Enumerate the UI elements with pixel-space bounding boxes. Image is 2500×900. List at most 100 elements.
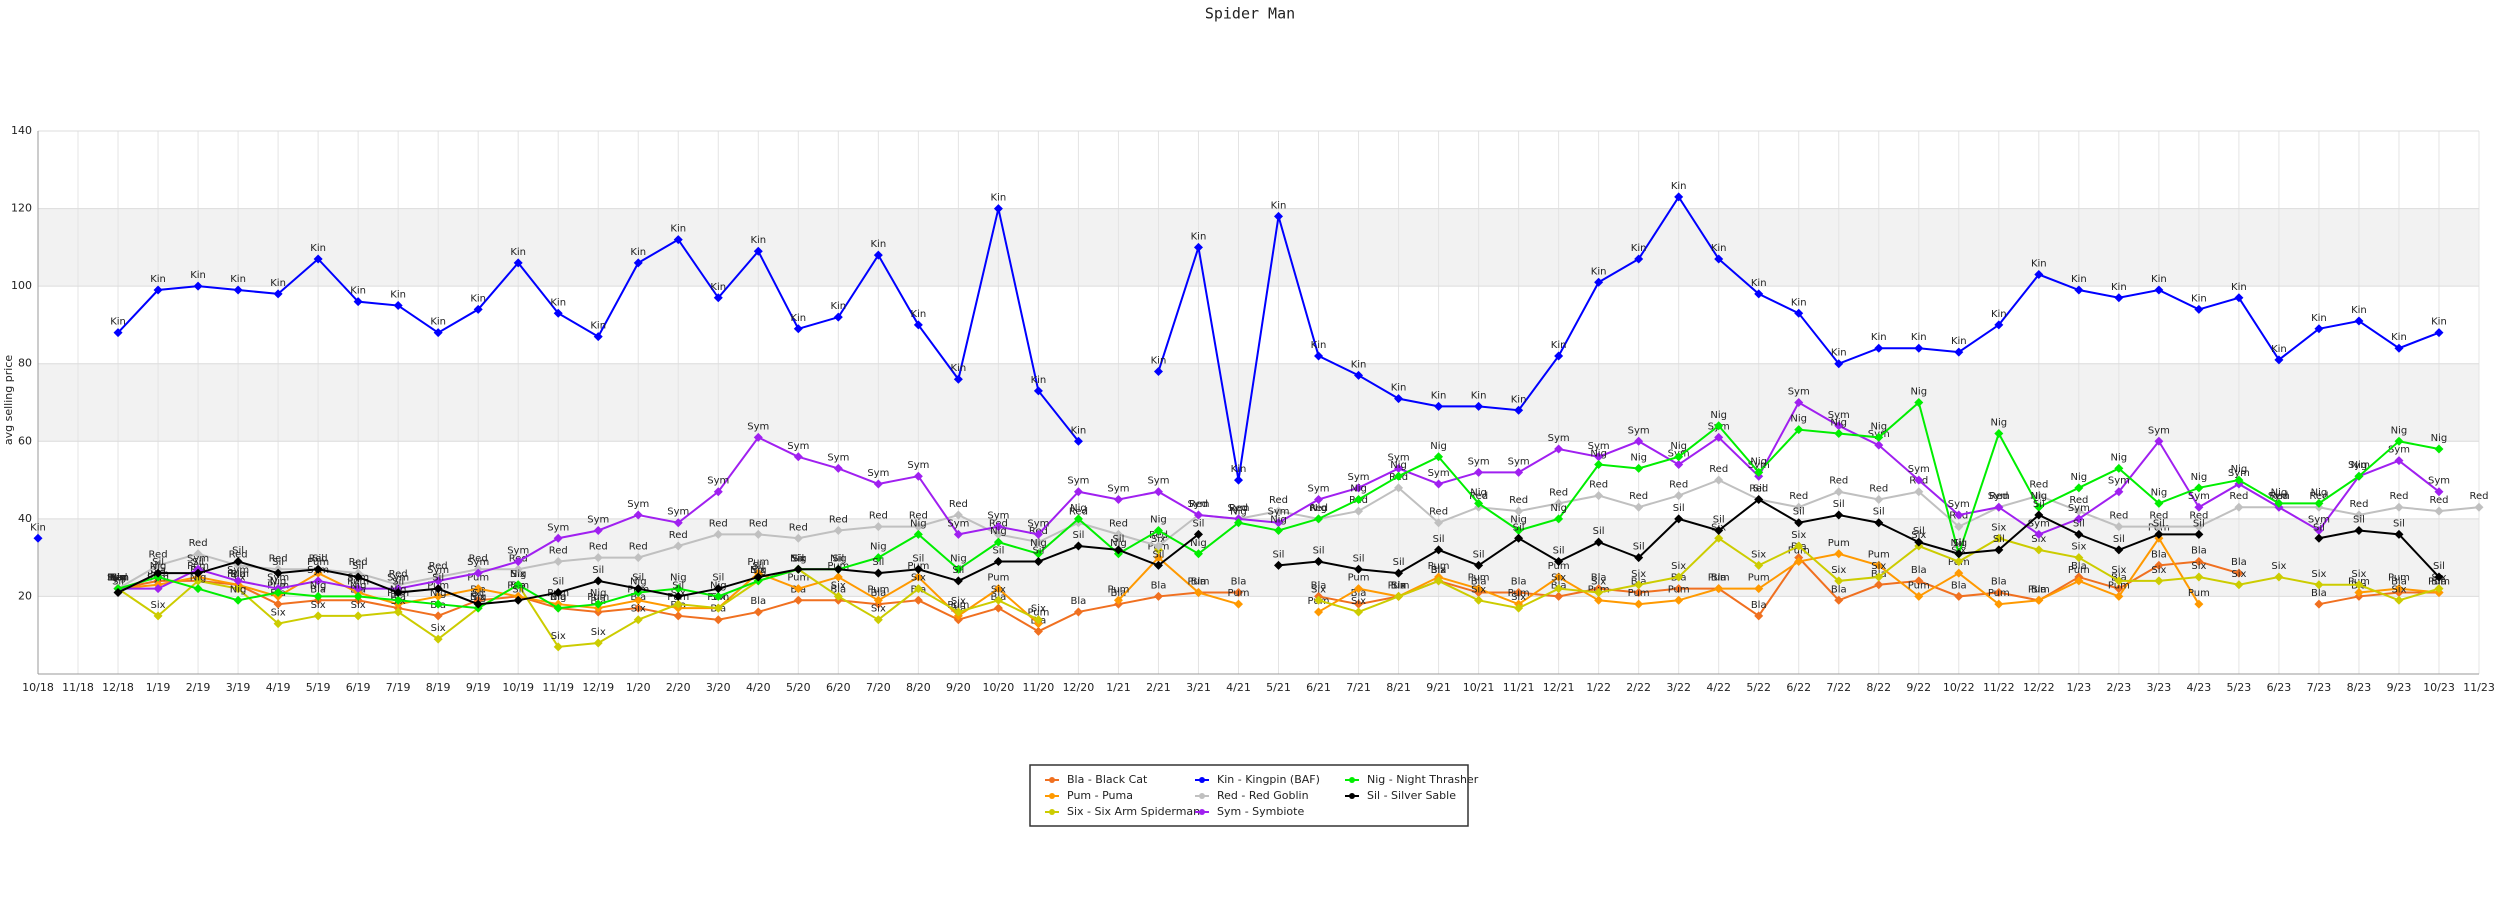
point (1914, 487, 1924, 497)
point-label: Sym (2348, 460, 2370, 471)
point-label: Nig (2071, 472, 2088, 483)
y-tick-label: 60 (18, 434, 32, 447)
point (753, 529, 763, 539)
point-label: Kin (1431, 390, 1447, 401)
point (1033, 626, 1043, 636)
x-tick-label: 7/19 (386, 681, 411, 694)
point-label: Kin (270, 278, 286, 289)
point (2034, 510, 2044, 520)
legend-label: Six - Six Arm Spiderman (1067, 805, 1200, 818)
point-label: Sil (1793, 507, 1805, 518)
chart-title: Spider Man (1205, 5, 1295, 23)
point-label: Kin (1991, 309, 2007, 320)
point (2114, 487, 2124, 497)
point (593, 638, 603, 648)
point-label: Kin (1231, 464, 1247, 475)
point (673, 541, 683, 551)
legend-label: Kin - Kingpin (BAF) (1217, 773, 1320, 786)
point-label: Sym (627, 499, 649, 510)
point-label: Pum (1107, 584, 1129, 595)
point (1954, 522, 1964, 532)
point (2154, 576, 2164, 586)
point-label: Kin (2271, 344, 2287, 355)
point (2434, 487, 2444, 497)
point (1994, 588, 2004, 598)
point (1274, 560, 1284, 570)
point (193, 568, 203, 578)
point (1674, 460, 1684, 470)
point (833, 312, 843, 322)
point (1914, 576, 1924, 586)
point-label: Sil (1353, 553, 1365, 564)
point-label: Six (751, 565, 766, 576)
point-label: Kin (1311, 340, 1327, 351)
point (153, 568, 163, 578)
point (1914, 537, 1924, 547)
point (1113, 545, 1123, 555)
x-tick-label: 9/20 (946, 681, 971, 694)
point-label: Red (1549, 487, 1568, 498)
point-label: Sil (2433, 561, 2445, 572)
point (873, 595, 883, 605)
point-label: Sym (107, 573, 129, 584)
point (1073, 607, 1083, 617)
point (2074, 483, 2084, 493)
point (593, 576, 603, 586)
point (1874, 440, 1884, 450)
point (593, 332, 603, 342)
point (1594, 491, 1604, 501)
point (713, 293, 723, 303)
x-tick-label: 12/22 (2023, 681, 2055, 694)
point (1514, 533, 1524, 543)
point-label: Sil (472, 588, 484, 599)
point-label: Kin (2431, 317, 2447, 328)
point-label: Sym (1548, 433, 1570, 444)
point-label: Red (2309, 491, 2328, 502)
point-label: Kin (2311, 313, 2327, 324)
point (433, 599, 443, 609)
point-label: Pum (1228, 588, 1250, 599)
point-label: Red (2349, 499, 2368, 510)
point-label: Sil (1112, 534, 1124, 545)
point (993, 584, 1003, 594)
point (1073, 487, 1083, 497)
point (1354, 494, 1364, 504)
point (1033, 529, 1043, 539)
point (633, 510, 643, 520)
point-label: Red (869, 511, 888, 522)
point (1274, 525, 1284, 535)
x-tick-label: 11/21 (1503, 681, 1535, 694)
point (2154, 522, 2164, 532)
point-label: Nig (1510, 514, 1527, 525)
point (1314, 351, 1324, 361)
x-tick-label: 3/21 (1186, 681, 1211, 694)
point-label: Bla (1191, 577, 1207, 588)
point-label: Nig (2191, 472, 2208, 483)
legend-label: Sym - Symbiote (1217, 805, 1304, 818)
point-label: Nig (1950, 538, 1967, 549)
y-axis-label: avg selling price (2, 355, 15, 445)
point (353, 611, 363, 621)
point (1554, 591, 1564, 601)
x-tick-label: 10/23 (2423, 681, 2455, 694)
point (1874, 518, 1884, 528)
point (1554, 584, 1564, 594)
legend-marker (1199, 809, 1205, 815)
point-label: Nig (1670, 441, 1687, 452)
point (1233, 518, 1243, 528)
point (553, 603, 563, 613)
point-label: Six (2151, 565, 2166, 576)
point (633, 584, 643, 594)
point (2274, 572, 2284, 582)
point-label: Sym (1788, 387, 1810, 398)
x-tick-label: 10/22 (1943, 681, 1975, 694)
point (1554, 572, 1564, 582)
point-label: Red (349, 557, 368, 568)
point (1514, 405, 1524, 415)
point (1754, 467, 1764, 477)
point (2154, 436, 2164, 446)
point-label: Nig (1150, 514, 1167, 525)
point (1954, 510, 1964, 520)
point-label: Pum (1508, 588, 1530, 599)
